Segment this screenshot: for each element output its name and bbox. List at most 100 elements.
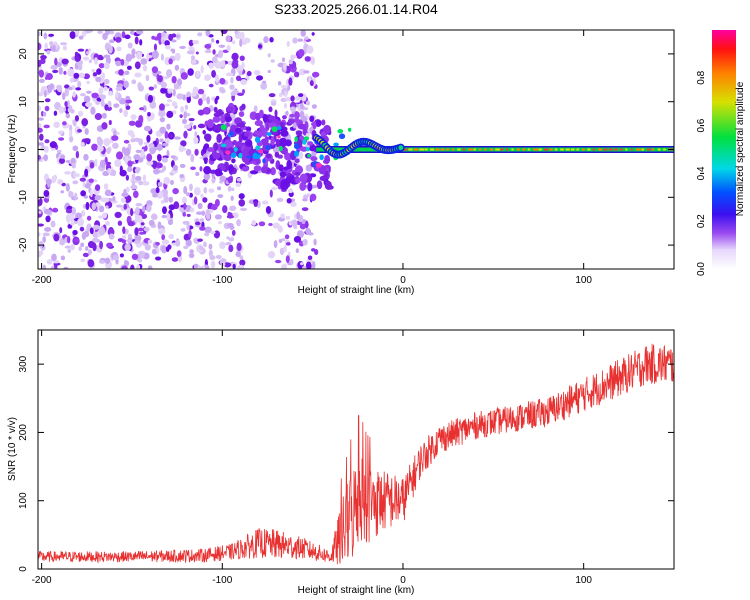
noise-blob xyxy=(143,125,152,132)
noise-blob xyxy=(75,87,82,91)
signal-cluster-blob xyxy=(203,133,212,141)
noise-blob xyxy=(144,145,148,152)
noise-blob xyxy=(302,198,308,202)
noise-blob xyxy=(151,35,156,40)
noise-blob xyxy=(239,264,244,269)
noise-blob xyxy=(159,126,167,134)
noise-blob xyxy=(113,130,118,137)
carrier-core xyxy=(603,148,608,151)
noise-blob xyxy=(311,248,316,252)
noise-blob xyxy=(166,212,171,221)
noise-blob xyxy=(200,65,204,74)
noise-blob xyxy=(138,251,145,259)
signal-bright-spot xyxy=(319,154,324,161)
carrier-wiggle-core xyxy=(398,145,404,151)
noise-blob xyxy=(125,99,133,104)
noise-blob xyxy=(125,105,131,110)
noise-blob xyxy=(183,202,187,210)
noise-blob xyxy=(142,181,150,186)
noise-blob xyxy=(267,251,276,259)
noise-blob xyxy=(59,239,66,246)
noise-blob xyxy=(197,88,205,95)
snr-x-tick-label: -100 xyxy=(212,575,232,586)
signal-bright-spot xyxy=(254,136,261,143)
spectrogram-x-tick-label: 100 xyxy=(575,275,592,286)
noise-blob xyxy=(121,265,128,269)
noise-blob xyxy=(125,186,130,193)
noise-blob xyxy=(150,188,158,194)
noise-blob xyxy=(52,69,59,74)
noise-blob xyxy=(77,128,82,133)
noise-blob xyxy=(234,30,239,35)
noise-blob xyxy=(68,135,74,143)
noise-blob xyxy=(120,58,125,66)
noise-blob xyxy=(301,265,307,269)
snr-y-tick-label: 100 xyxy=(18,492,29,509)
noise-blob xyxy=(42,156,48,160)
noise-blob xyxy=(60,42,68,46)
noise-blob xyxy=(288,59,293,65)
noise-blob xyxy=(102,171,110,177)
spectrogram-y-tick-label: 20 xyxy=(18,48,29,60)
signal-bright-spot xyxy=(333,142,339,147)
carrier-core xyxy=(402,148,408,151)
noise-blob xyxy=(273,146,280,152)
noise-blob xyxy=(231,229,236,236)
noise-blob xyxy=(69,215,75,223)
noise-blob xyxy=(98,226,106,236)
noise-blob xyxy=(86,90,92,94)
noise-blob xyxy=(290,54,297,59)
noise-blob xyxy=(149,100,157,109)
noise-blob xyxy=(151,248,157,255)
noise-blob xyxy=(195,211,203,215)
noise-blob xyxy=(166,123,171,130)
noise-blob xyxy=(307,255,313,261)
noise-blob xyxy=(81,118,89,127)
signal-bright-spot xyxy=(315,162,322,168)
noise-blob xyxy=(103,197,110,203)
noise-blob xyxy=(203,173,211,181)
noise-blob xyxy=(204,49,212,54)
noise-blob xyxy=(104,189,112,197)
noise-blob xyxy=(130,207,134,217)
noise-blob xyxy=(188,117,195,122)
noise-blob xyxy=(305,261,312,269)
noise-blob xyxy=(258,221,266,227)
colorbar-tick-label: 0.2 xyxy=(696,214,707,228)
noise-blob xyxy=(246,70,252,77)
noise-blob xyxy=(38,197,43,206)
signal-cluster-blob xyxy=(260,166,268,174)
noise-blob xyxy=(293,235,302,243)
noise-blob xyxy=(209,231,216,235)
noise-blob xyxy=(103,183,109,190)
noise-blob xyxy=(274,109,278,118)
noise-blob xyxy=(301,207,309,212)
noise-blob xyxy=(38,31,42,36)
noise-blob xyxy=(299,223,307,230)
signal-cluster-blob xyxy=(268,106,273,113)
noise-blob xyxy=(131,253,139,260)
noise-blob xyxy=(42,236,47,243)
noise-blob xyxy=(91,143,98,151)
signal-bright-spot xyxy=(277,126,282,130)
noise-blob xyxy=(186,213,191,217)
noise-blob xyxy=(295,248,299,253)
spectrogram-x-tick-label: -200 xyxy=(32,275,52,286)
noise-blob xyxy=(45,73,53,81)
noise-blob xyxy=(118,69,124,76)
noise-blob xyxy=(104,257,111,264)
noise-blob xyxy=(38,232,41,237)
noise-blob xyxy=(161,234,166,241)
noise-blob xyxy=(155,187,160,194)
noise-blob xyxy=(57,179,64,185)
noise-blob xyxy=(91,68,96,73)
noise-blob xyxy=(167,88,174,92)
noise-blob xyxy=(309,80,314,87)
noise-blob xyxy=(194,221,201,226)
noise-blob xyxy=(179,45,186,49)
noise-blob xyxy=(91,92,99,99)
noise-blob xyxy=(71,162,76,169)
noise-blob xyxy=(304,36,309,40)
signal-bright-spot xyxy=(294,150,300,157)
noise-blob xyxy=(133,154,141,161)
